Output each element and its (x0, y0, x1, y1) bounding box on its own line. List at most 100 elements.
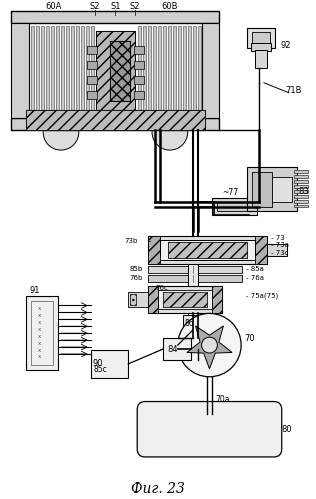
Bar (153, 26, 156, 115)
Bar (294, 200, 308, 203)
Text: 60B: 60B (161, 2, 178, 11)
Polygon shape (187, 326, 232, 369)
Bar (86, 26, 89, 115)
Bar (143, 26, 146, 115)
Bar (163, 26, 166, 115)
Bar (91, 26, 94, 115)
Text: 85b: 85b (130, 266, 143, 272)
Text: - 85a: - 85a (246, 266, 264, 272)
Text: x: x (38, 341, 41, 346)
Text: 84: 84 (167, 344, 178, 354)
Bar (41, 26, 44, 115)
Circle shape (178, 313, 241, 377)
Bar (111, 41, 130, 101)
Bar (87, 46, 97, 54)
Bar (188, 264, 198, 318)
Bar (168, 26, 171, 115)
Bar (91, 350, 128, 378)
Bar (294, 190, 308, 193)
Bar (148, 286, 222, 313)
Bar (158, 26, 161, 115)
Bar (26, 110, 204, 130)
Text: Фиг. 23: Фиг. 23 (131, 482, 185, 496)
Bar (163, 338, 191, 360)
Bar (183, 26, 186, 115)
Text: S2: S2 (89, 2, 100, 11)
Text: 91: 91 (29, 286, 40, 295)
Bar (46, 26, 49, 115)
Bar (148, 275, 242, 282)
Bar (294, 205, 308, 208)
Bar (183, 315, 201, 330)
Bar (138, 26, 141, 115)
Text: x: x (38, 327, 41, 332)
Bar (87, 91, 97, 99)
Text: 70a: 70a (216, 395, 230, 404)
Bar (128, 291, 148, 307)
Text: ~77: ~77 (222, 188, 239, 197)
Bar (173, 26, 176, 115)
Text: 60A: 60A (45, 2, 61, 11)
Bar (71, 26, 74, 115)
Bar (11, 11, 219, 23)
Bar (294, 185, 308, 188)
Bar (212, 198, 257, 216)
Bar (160, 240, 255, 260)
Bar (247, 28, 275, 48)
Bar (212, 286, 222, 313)
Bar (217, 202, 247, 212)
Bar (163, 291, 208, 307)
Text: x: x (38, 306, 41, 311)
Bar (148, 236, 160, 264)
Bar (87, 61, 97, 69)
Bar (252, 172, 272, 207)
Text: - 73c: - 73c (271, 250, 289, 256)
Text: 90: 90 (93, 359, 103, 368)
Bar (111, 41, 130, 101)
Text: 80: 80 (282, 425, 292, 434)
Bar (163, 291, 208, 307)
Text: x: x (38, 347, 41, 353)
Text: 92: 92 (281, 40, 291, 50)
Bar (202, 23, 219, 118)
Bar (158, 289, 212, 309)
Bar (66, 26, 69, 115)
Bar (36, 26, 39, 115)
Bar (148, 236, 267, 264)
Bar (255, 236, 267, 264)
Text: x: x (38, 354, 41, 359)
Text: S1: S1 (110, 2, 121, 11)
Text: 85c: 85c (94, 365, 107, 374)
Bar (294, 170, 308, 173)
Bar (56, 26, 59, 115)
Circle shape (152, 114, 188, 150)
Text: - 73: - 73 (271, 235, 285, 241)
Text: 71B: 71B (286, 86, 302, 95)
Bar (134, 91, 144, 99)
Text: 86: 86 (185, 319, 194, 328)
Bar (198, 26, 201, 115)
Bar (31, 26, 34, 115)
Bar (294, 180, 308, 183)
Circle shape (43, 114, 79, 150)
Bar (247, 167, 297, 212)
Bar (76, 26, 79, 115)
Text: x: x (38, 334, 41, 339)
Text: - 73a: - 73a (271, 242, 289, 248)
Bar (252, 32, 270, 44)
Bar (134, 76, 144, 84)
Circle shape (202, 337, 217, 353)
Bar (294, 175, 308, 178)
Bar (148, 266, 242, 273)
Bar (168, 242, 247, 258)
Bar (31, 300, 53, 365)
Bar (272, 177, 292, 202)
Text: 73b: 73b (125, 238, 138, 244)
Bar (96, 31, 135, 110)
Text: x: x (38, 313, 41, 318)
Text: - 75a(75): - 75a(75) (246, 292, 278, 299)
Bar (96, 31, 135, 110)
Text: 76b: 76b (130, 275, 143, 281)
Bar (11, 118, 219, 130)
Bar (294, 195, 308, 198)
